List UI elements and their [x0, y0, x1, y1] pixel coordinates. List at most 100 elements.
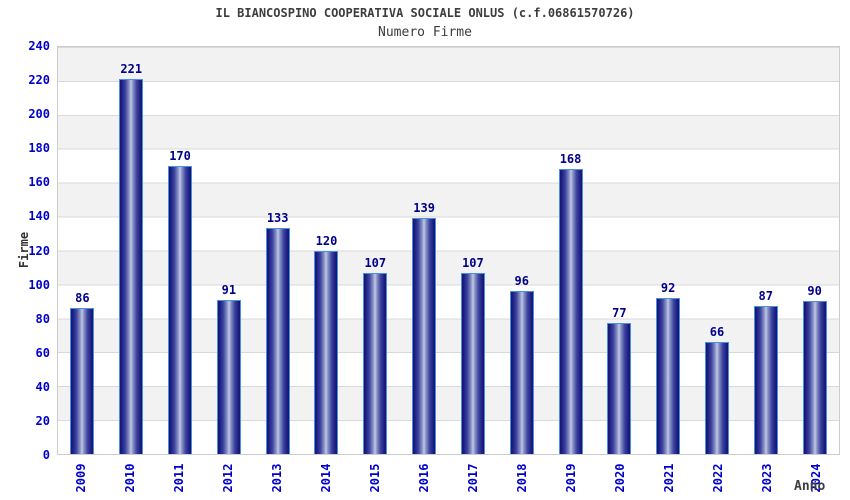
- bar-2009: [70, 308, 95, 454]
- bar-value-label: 91: [221, 282, 237, 297]
- y-tick-label-120: 120: [28, 243, 50, 258]
- bar-2020: [607, 323, 632, 454]
- bar-2016: [412, 218, 437, 454]
- y-tick-label-160: 160: [28, 175, 50, 190]
- x-tick-label: 2014: [319, 463, 334, 493]
- bar-value-label: 107: [364, 255, 387, 270]
- bar-column-2015: 107: [351, 47, 400, 454]
- x-tick-2013: 2013: [253, 457, 302, 499]
- y-tick-label-220: 220: [28, 73, 50, 88]
- bar-2014: [314, 250, 339, 454]
- bar-column-2019: 168: [546, 47, 595, 454]
- bar-column-2023: 87: [741, 47, 790, 454]
- bar-value-label: 86: [75, 291, 90, 306]
- y-tick-label-240: 240: [28, 39, 50, 53]
- bar-value-label: 168: [559, 152, 582, 167]
- bar-2015: [363, 272, 388, 454]
- x-tick-label: 2009: [74, 463, 89, 493]
- bar-2011: [168, 165, 193, 454]
- bar-column-2021: 92: [644, 47, 693, 454]
- x-tick-label: 2015: [368, 463, 383, 493]
- bar-value-label: 87: [758, 289, 774, 304]
- x-tick-label: 2012: [221, 463, 236, 493]
- y-tick-label-20: 20: [35, 413, 50, 428]
- bar-2012: [216, 299, 241, 454]
- bar-2013: [265, 228, 290, 454]
- x-tick-label: 2022: [710, 463, 725, 493]
- x-tick-label: 2016: [417, 463, 432, 493]
- y-tick-label-180: 180: [28, 141, 50, 156]
- y-tick-label-0: 0: [42, 448, 50, 462]
- bar-column-2020: 77: [595, 47, 644, 454]
- x-axis: 2009 2010 2011 2012 2013 2014 2015 2016 2017 2018…: [57, 457, 840, 499]
- bar-column-2022: 66: [693, 47, 742, 454]
- y-tick-label-40: 40: [35, 379, 50, 394]
- y-tick-label-140: 140: [28, 209, 50, 224]
- x-tick-2011: 2011: [155, 457, 204, 499]
- x-tick-label: 2018: [514, 463, 529, 493]
- bar-value-label: 96: [514, 274, 529, 289]
- y-tick-label-100: 100: [28, 277, 50, 292]
- y-tick-label-60: 60: [35, 345, 50, 360]
- x-tick-2019: 2019: [546, 457, 595, 499]
- bar-column-2018: 96: [497, 47, 546, 454]
- bar-2021: [656, 297, 681, 454]
- x-tick-2014: 2014: [302, 457, 351, 499]
- x-tick-label: 2010: [123, 463, 138, 493]
- x-tick-2010: 2010: [106, 457, 155, 499]
- y-axis: 0 20 40 60 80 100 120 140 160 180 200 220 240: [0, 40, 50, 461]
- y-axis-title: Firme: [17, 231, 31, 269]
- x-tick-label: 2017: [465, 463, 480, 493]
- bar-value-label: 133: [266, 211, 289, 226]
- x-tick-2012: 2012: [204, 457, 253, 499]
- bar-2022: [704, 342, 729, 454]
- x-tick-2009: 2009: [57, 457, 106, 499]
- bar-value-label: 221: [120, 62, 143, 77]
- x-tick-2022: 2022: [693, 457, 742, 499]
- bar-value-label: 77: [612, 306, 627, 321]
- bar-value-label: 90: [807, 284, 822, 299]
- x-tick-label: 2023: [759, 463, 774, 493]
- x-tick-label: 2021: [661, 463, 676, 493]
- x-tick-2020: 2020: [595, 457, 644, 499]
- plot-area: 86 221 170 91 133 120 107 139 107 96 168 77 92 66 87 90: [57, 46, 840, 455]
- x-tick-2015: 2015: [351, 457, 400, 499]
- bar-2023: [753, 306, 778, 454]
- chart-subtitle: Numero Firme: [378, 25, 472, 40]
- x-tick-2018: 2018: [497, 457, 546, 499]
- bar-value-label: 92: [660, 280, 676, 295]
- x-tick-2017: 2017: [449, 457, 498, 499]
- bar-column-2014: 120: [302, 47, 351, 454]
- x-tick-2023: 2023: [742, 457, 791, 499]
- bar-value-label: 66: [709, 325, 725, 340]
- bar-column-2024: 90: [790, 47, 839, 454]
- bar-column-2009: 86: [58, 47, 107, 454]
- x-tick-label: 2011: [172, 463, 187, 493]
- bar-2024: [802, 301, 827, 454]
- x-tick-label: 2020: [612, 463, 627, 493]
- chart-title: IL BIANCOSPINO COOPERATIVA SOCIALE ONLUS…: [215, 6, 635, 20]
- bar-column-2016: 139: [400, 47, 449, 454]
- bars-container: 86 221 170 91 133 120 107 139 107 96 168 77 92 66 87 90: [58, 47, 839, 454]
- y-tick-label-200: 200: [28, 107, 50, 122]
- bar-2010: [119, 79, 144, 454]
- x-tick-2021: 2021: [644, 457, 693, 499]
- bar-column-2010: 221: [107, 47, 156, 454]
- bar-column-2017: 107: [449, 47, 498, 454]
- x-tick-2016: 2016: [400, 457, 449, 499]
- bar-2018: [509, 291, 534, 454]
- bar-value-label: 170: [169, 148, 191, 163]
- bar-column-2012: 91: [204, 47, 253, 454]
- bar-column-2013: 133: [253, 47, 302, 454]
- x-tick-label: 2019: [563, 463, 578, 493]
- bar-value-label: 139: [413, 201, 435, 216]
- y-tick-label-80: 80: [35, 311, 50, 326]
- bar-2017: [460, 272, 485, 454]
- x-tick-label: 2013: [270, 463, 285, 493]
- bar-value-label: 120: [315, 233, 338, 248]
- bar-2019: [558, 169, 583, 454]
- bar-column-2011: 170: [156, 47, 205, 454]
- bar-value-label: 107: [462, 255, 484, 270]
- x-axis-title: Anno: [794, 479, 826, 494]
